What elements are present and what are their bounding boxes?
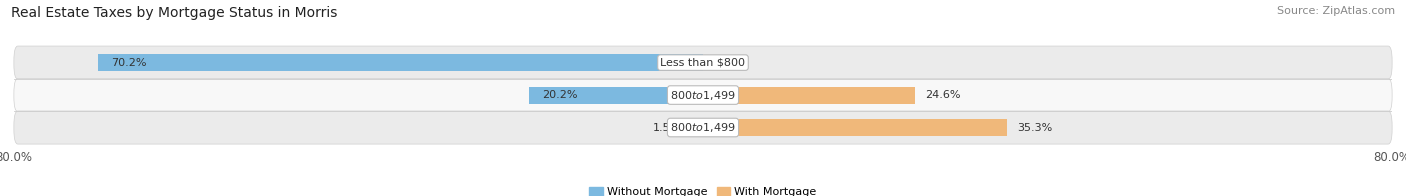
Text: 1.5%: 1.5% [654, 122, 682, 132]
FancyBboxPatch shape [14, 79, 1392, 112]
Text: 35.3%: 35.3% [1018, 122, 1053, 132]
Bar [703, 119, 1007, 136]
Text: $800 to $1,499: $800 to $1,499 [671, 121, 735, 134]
Text: 20.2%: 20.2% [541, 90, 578, 100]
Bar [529, 87, 703, 103]
Text: $800 to $1,499: $800 to $1,499 [671, 89, 735, 102]
Text: 0.0%: 0.0% [707, 58, 735, 68]
Text: 24.6%: 24.6% [925, 90, 960, 100]
Text: 70.2%: 70.2% [111, 58, 146, 68]
Bar [690, 119, 703, 136]
Legend: Without Mortgage, With Mortgage: Without Mortgage, With Mortgage [585, 182, 821, 196]
Bar [703, 87, 915, 103]
Bar [98, 54, 703, 71]
FancyBboxPatch shape [14, 111, 1392, 144]
FancyBboxPatch shape [14, 46, 1392, 79]
Text: Source: ZipAtlas.com: Source: ZipAtlas.com [1277, 6, 1395, 16]
Text: Real Estate Taxes by Mortgage Status in Morris: Real Estate Taxes by Mortgage Status in … [11, 6, 337, 20]
Text: Less than $800: Less than $800 [661, 58, 745, 68]
